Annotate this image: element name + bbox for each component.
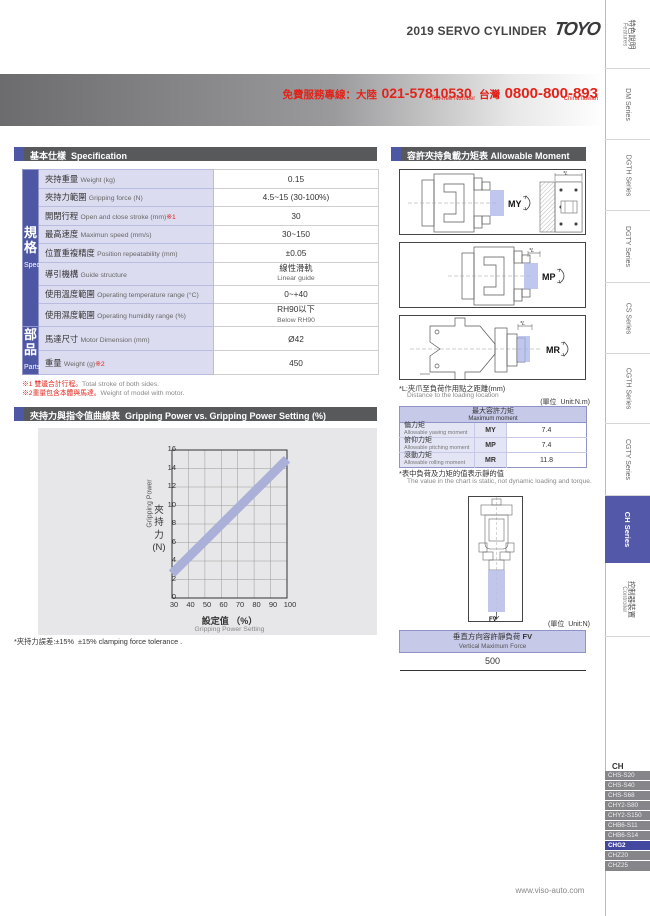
svg-text:*L: *L	[520, 321, 525, 327]
svg-text:*L: *L	[563, 171, 568, 177]
svg-text:MY: MY	[508, 199, 522, 209]
svg-text:MR: MR	[546, 345, 560, 355]
svg-text:MP: MP	[542, 272, 556, 282]
svg-text:*L: *L	[529, 248, 534, 254]
